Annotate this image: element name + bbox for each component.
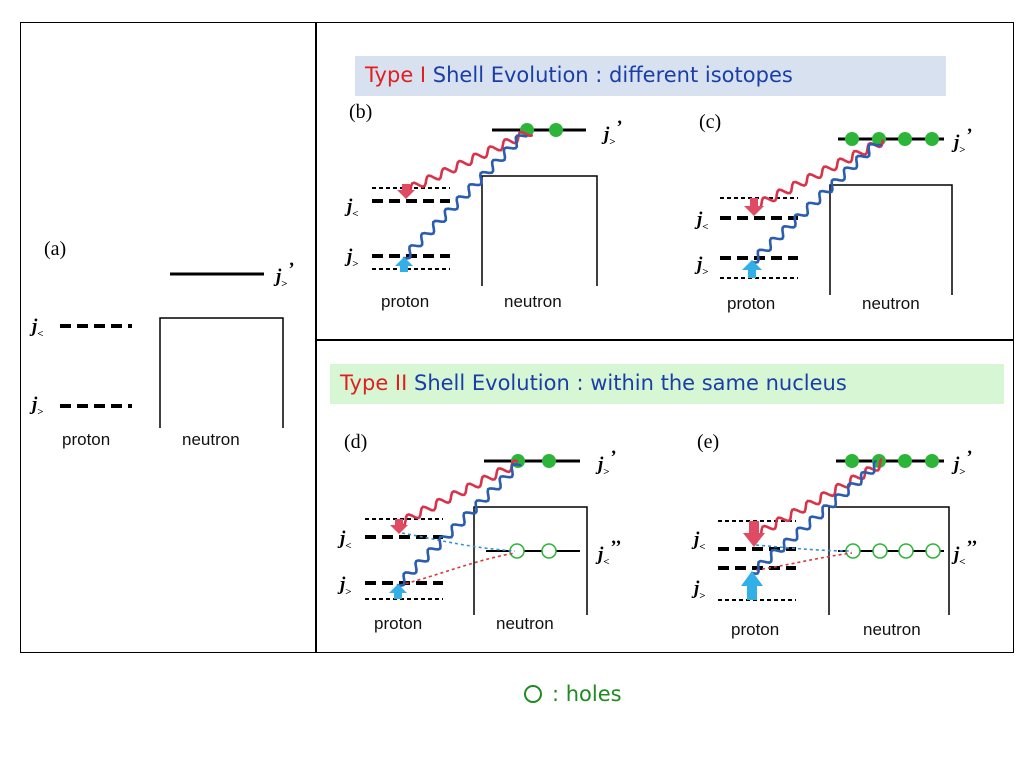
proton-caption: proton [381, 292, 429, 311]
neutron-box [828, 506, 950, 615]
orbital-label-jless: j< [337, 528, 352, 552]
vertical-divider [315, 22, 317, 653]
orbital-label-jless: j< [29, 316, 44, 340]
legend-text: : holes [552, 682, 622, 706]
orbital-label-jdoubleprime: j<’’ [951, 537, 977, 568]
panel-d-label: (d) [344, 431, 367, 453]
particle [925, 454, 939, 468]
particle [898, 132, 912, 146]
panel-b-label: (b) [349, 101, 372, 123]
repulse-wave [396, 463, 522, 587]
orbital-label-jgreater: j> [694, 254, 709, 278]
attract-wave [752, 139, 884, 211]
arrow-down-icon [744, 198, 764, 216]
dotted-blue-interaction [755, 544, 853, 552]
attract-wave [396, 459, 519, 528]
panel-e: (e) j>’ j< j> j<’’ proton neutron [691, 431, 977, 639]
particle [845, 132, 859, 146]
orbital-label-jprime: j>’ [595, 447, 616, 478]
neutron-caption: neutron [862, 294, 920, 313]
proton-caption: proton [731, 620, 779, 639]
hole [541, 543, 557, 559]
proton-caption: proton [374, 614, 422, 633]
particle [845, 454, 859, 468]
hole [925, 543, 941, 559]
repulse-wave [402, 134, 528, 260]
neutron-box [829, 184, 953, 295]
orbital-label-jgreater: j> [337, 574, 352, 598]
attract-wave [401, 130, 533, 196]
orbital-label-jprime: j>’ [273, 259, 294, 290]
neutron-caption: neutron [504, 292, 562, 311]
hole-circle-icon [524, 685, 542, 703]
horizontal-divider [316, 339, 1014, 341]
particle [925, 132, 939, 146]
legend: : holes [524, 676, 622, 712]
orbital-label-jless: j< [691, 529, 706, 553]
particle [898, 454, 912, 468]
panel-a-label: (a) [44, 238, 66, 260]
hole [509, 543, 525, 559]
arrow-up-icon [389, 584, 407, 599]
particle [549, 123, 563, 137]
arrow-up-icon [742, 260, 762, 278]
figure-frame [20, 22, 1014, 653]
panel-b: (b) j>’ j< j> proton neutron [344, 101, 622, 311]
orbital-label-jprime: j>’ [601, 117, 622, 148]
panel-e-label: (e) [697, 431, 719, 453]
orbital-label-jprime: j>’ [951, 125, 972, 156]
type2-banner: Type II Shell Evolution : within the sam… [330, 364, 1004, 404]
arrow-down-icon [397, 184, 415, 199]
panel-c-label: (c) [699, 111, 721, 133]
type1-description: Shell Evolution : different isotopes [432, 63, 793, 87]
arrow-down-icon [743, 521, 765, 547]
orbital-label-jless: j< [694, 209, 709, 233]
repulse-wave [750, 142, 882, 264]
panel-d: (d) j>’ j< j> j<’’ proton neutron [337, 431, 621, 633]
orbital-label-jgreater: j> [691, 578, 706, 602]
neutron-caption: neutron [182, 430, 240, 449]
hole [898, 543, 914, 559]
orbital-label-jgreater: j> [29, 394, 44, 418]
orbital-label-jdoubleprime: j<’’ [595, 537, 621, 568]
neutron-box [473, 506, 588, 615]
proton-caption: proton [727, 294, 775, 313]
neutron-caption: neutron [496, 614, 554, 633]
panel-c: (c) j>’ j< j> proton neutron [694, 111, 972, 313]
attract-wave [752, 458, 883, 539]
hole [872, 543, 888, 559]
type1-banner: Type I Shell Evolution : different isoto… [355, 56, 946, 96]
proton-caption: proton [62, 430, 110, 449]
arrow-down-icon [390, 519, 408, 534]
type2-description: Shell Evolution : within the same nucleu… [413, 371, 847, 395]
neutron-box [159, 317, 284, 428]
orbital-label-jless: j< [344, 196, 359, 220]
particle [542, 454, 556, 468]
arrow-up-icon [395, 257, 413, 272]
neutron-box [481, 175, 598, 286]
panel-a: (a) j>’ j< j> proton neutron [29, 238, 294, 449]
dotted-red-interaction [399, 552, 516, 586]
repulse-wave [750, 459, 877, 576]
orbital-label-jgreater: j> [344, 246, 359, 270]
type2-label: Type II [340, 371, 408, 395]
type1-label: Type I [365, 63, 427, 87]
dotted-blue-interaction [401, 532, 516, 552]
orbital-label-jprime: j>’ [951, 447, 972, 478]
arrow-up-icon [741, 571, 763, 600]
neutron-caption: neutron [863, 620, 921, 639]
dotted-red-interaction [755, 552, 853, 571]
particle [872, 454, 886, 468]
